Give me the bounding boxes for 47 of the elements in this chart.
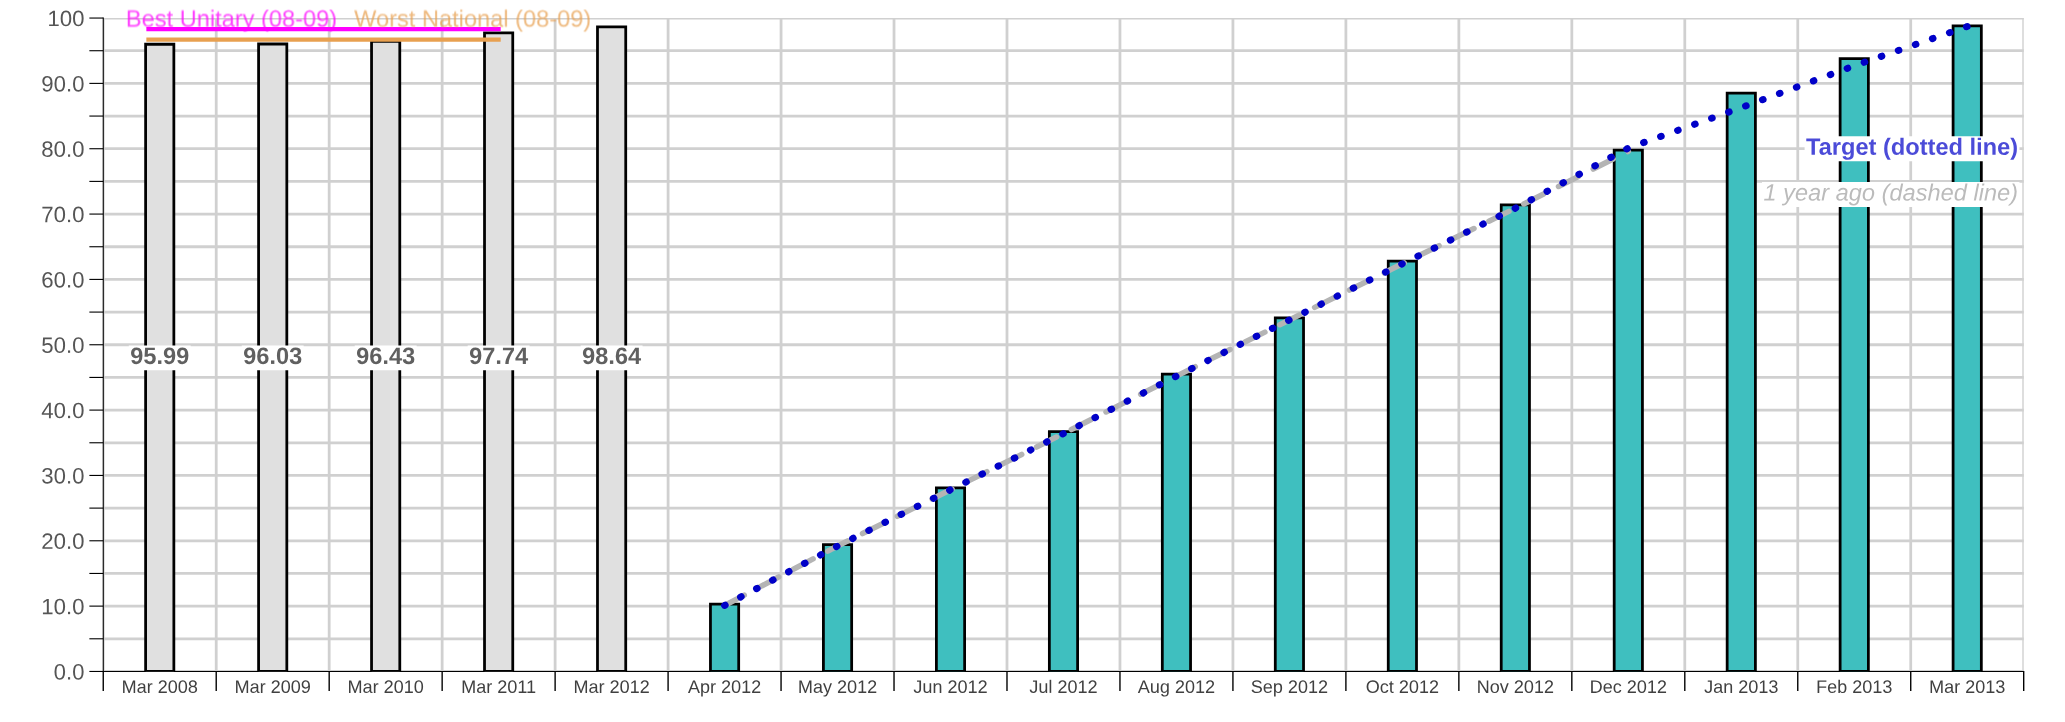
data-label: 96.03 <box>243 347 302 365</box>
y-tick-label: 80.0 <box>42 141 84 157</box>
bar <box>1612 148 1644 672</box>
x-tick-label: Jun 2012 <box>913 680 987 694</box>
x-tick-label: Mar 2012 <box>574 680 649 694</box>
y-tick-label: 20.0 <box>42 533 84 550</box>
ref-line-label: Worst National (08-09) <box>354 9 590 32</box>
y-tick-label: 10.0 <box>42 598 84 615</box>
y-tick-label: 0.0 <box>54 663 84 680</box>
x-tick-label: Nov 2012 <box>1478 680 1554 694</box>
bar <box>822 543 854 672</box>
x-tick-label: May 2012 <box>799 680 877 697</box>
bar <box>1725 91 1757 672</box>
bar <box>1499 203 1531 672</box>
x-tick-label: Mar 2013 <box>1930 680 2005 694</box>
y-tick-label: 60.0 <box>42 271 84 288</box>
x-tick-label: Jul 2012 <box>1029 679 1097 694</box>
y-tick-label: 100 <box>49 10 84 27</box>
x-tick-label: Apr 2012 <box>687 680 761 697</box>
x-tick-label: Dec 2012 <box>1591 680 1667 694</box>
text: 1 year ago (dashed line) <box>1764 183 2017 206</box>
bar <box>1160 372 1192 672</box>
y-tick-label: 70.0 <box>42 206 84 223</box>
ref-line-label: Best Unitary (08-09) <box>127 9 336 32</box>
y-tick-label: 40.0 <box>41 402 84 419</box>
data-label: 96.43 <box>356 347 415 365</box>
x-tick-label: Feb 2013 <box>1817 679 1892 694</box>
x-tick-label: Mar 2011 <box>462 680 536 694</box>
data-label: 97.74 <box>469 347 529 365</box>
data-label: 98.64 <box>582 347 642 365</box>
y-tick-label: 50.0 <box>42 337 84 354</box>
x-tick-label: Aug 2012 <box>1137 680 1215 697</box>
x-tick-label: Mar 2009 <box>236 680 310 694</box>
x-tick-label: Mar 2010 <box>349 680 424 694</box>
x-tick-label: Oct 2012 <box>1366 680 1439 694</box>
x-tick-label: Sep 2012 <box>1251 680 1328 697</box>
x-tick-label: Mar 2008 <box>123 680 198 694</box>
bar <box>1273 316 1305 672</box>
x-tick-label: Jan 2013 <box>1704 680 1778 694</box>
y-tick-label: 90.0 <box>42 75 84 92</box>
y-tick-label: 30.0 <box>42 467 84 484</box>
bar <box>935 486 967 672</box>
text: Target (dotted line) <box>1806 137 2017 160</box>
data-label: 95.99 <box>131 347 189 365</box>
bar <box>1386 259 1418 672</box>
bar <box>709 602 741 672</box>
bar <box>1047 430 1079 672</box>
